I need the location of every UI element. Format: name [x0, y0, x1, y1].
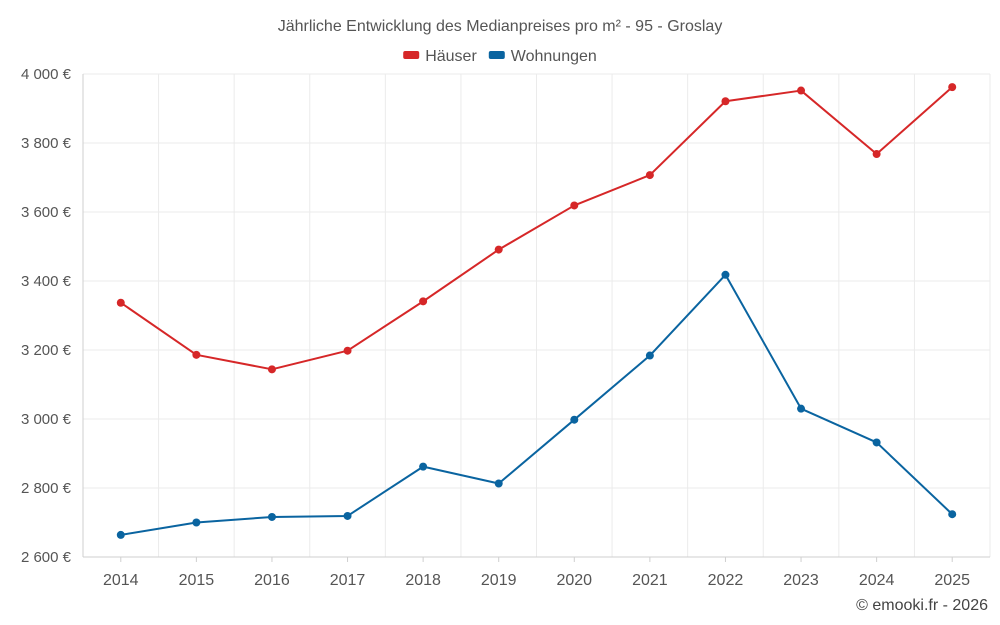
data-point-haeuser[interactable] [570, 201, 579, 210]
data-point-haeuser[interactable] [797, 86, 806, 95]
data-point-haeuser[interactable] [494, 245, 503, 254]
y-tick-label: 3 800 € [21, 135, 72, 152]
data-point-haeuser[interactable] [343, 346, 352, 355]
data-point-wohnungen[interactable] [948, 510, 957, 519]
y-tick-label: 2 800 € [21, 480, 72, 497]
x-tick-label: 2019 [481, 572, 517, 589]
legend: Häuser Wohnungen [403, 48, 597, 65]
data-point-wohnungen[interactable] [192, 518, 201, 527]
legend-item-haeuser[interactable]: Häuser [403, 48, 477, 65]
x-tick-label: 2016 [254, 572, 290, 589]
data-point-wohnungen[interactable] [570, 415, 579, 424]
data-point-wohnungen[interactable] [797, 404, 806, 413]
x-tick-label: 2022 [708, 572, 744, 589]
x-tick-label: 2025 [934, 572, 970, 589]
x-tick-label: 2020 [556, 572, 592, 589]
chart-title: Jährliche Entwicklung des Medianpreises … [278, 18, 723, 35]
y-tick-label: 2 600 € [21, 549, 72, 566]
x-tick-label: 2017 [330, 572, 366, 589]
legend-swatch [403, 51, 420, 59]
x-tick-label: 2018 [405, 572, 441, 589]
x-tick-label: 2014 [103, 572, 139, 589]
data-point-haeuser[interactable] [267, 365, 276, 374]
data-point-wohnungen[interactable] [494, 479, 503, 488]
data-point-wohnungen[interactable] [419, 462, 428, 471]
legend-label: Wohnungen [511, 48, 597, 65]
data-point-haeuser[interactable] [192, 350, 201, 359]
y-axis: 2 600 € 2 800 € 3 000 € 3 200 € 3 400 € 3 600… [21, 66, 72, 566]
x-tick-label: 2015 [179, 572, 215, 589]
y-tick-label: 3 400 € [21, 273, 72, 290]
data-point-wohnungen[interactable] [721, 270, 730, 279]
data-point-haeuser[interactable] [645, 171, 654, 180]
series-wohnungen [116, 270, 957, 539]
data-point-haeuser[interactable] [872, 150, 881, 159]
y-tick-label: 3 200 € [21, 342, 72, 359]
x-tick-label: 2024 [859, 572, 895, 589]
legend-swatch [488, 51, 505, 59]
data-point-wohnungen[interactable] [116, 530, 125, 539]
data-point-wohnungen[interactable] [267, 512, 276, 521]
data-point-haeuser[interactable] [721, 97, 730, 106]
series-line-wohnungen [120, 273, 953, 536]
series-haeuser [116, 83, 957, 374]
x-tick-label: 2021 [632, 572, 668, 589]
data-point-haeuser[interactable] [948, 83, 957, 92]
x-tick-label: 2023 [783, 572, 819, 589]
y-tick-label: 3 600 € [21, 204, 72, 221]
grid [82, 73, 991, 558]
data-point-haeuser[interactable] [116, 298, 125, 307]
data-point-wohnungen[interactable] [872, 438, 881, 447]
credit-text: © emooki.fr - 2026 [856, 597, 988, 614]
data-point-wohnungen[interactable] [645, 351, 654, 360]
y-tick-label: 3 000 € [21, 411, 72, 428]
series-line-haeuser [120, 86, 953, 371]
x-axis: 2014 2015 2016 2017 2018 2019 2020 2021 2022 2023… [103, 557, 970, 589]
y-tick-label: 4 000 € [21, 66, 72, 83]
data-point-haeuser[interactable] [419, 297, 428, 306]
data-point-wohnungen[interactable] [343, 511, 352, 520]
legend-label: Häuser [425, 48, 477, 65]
legend-item-wohnungen[interactable]: Wohnungen [488, 48, 597, 65]
series-group [116, 83, 957, 539]
